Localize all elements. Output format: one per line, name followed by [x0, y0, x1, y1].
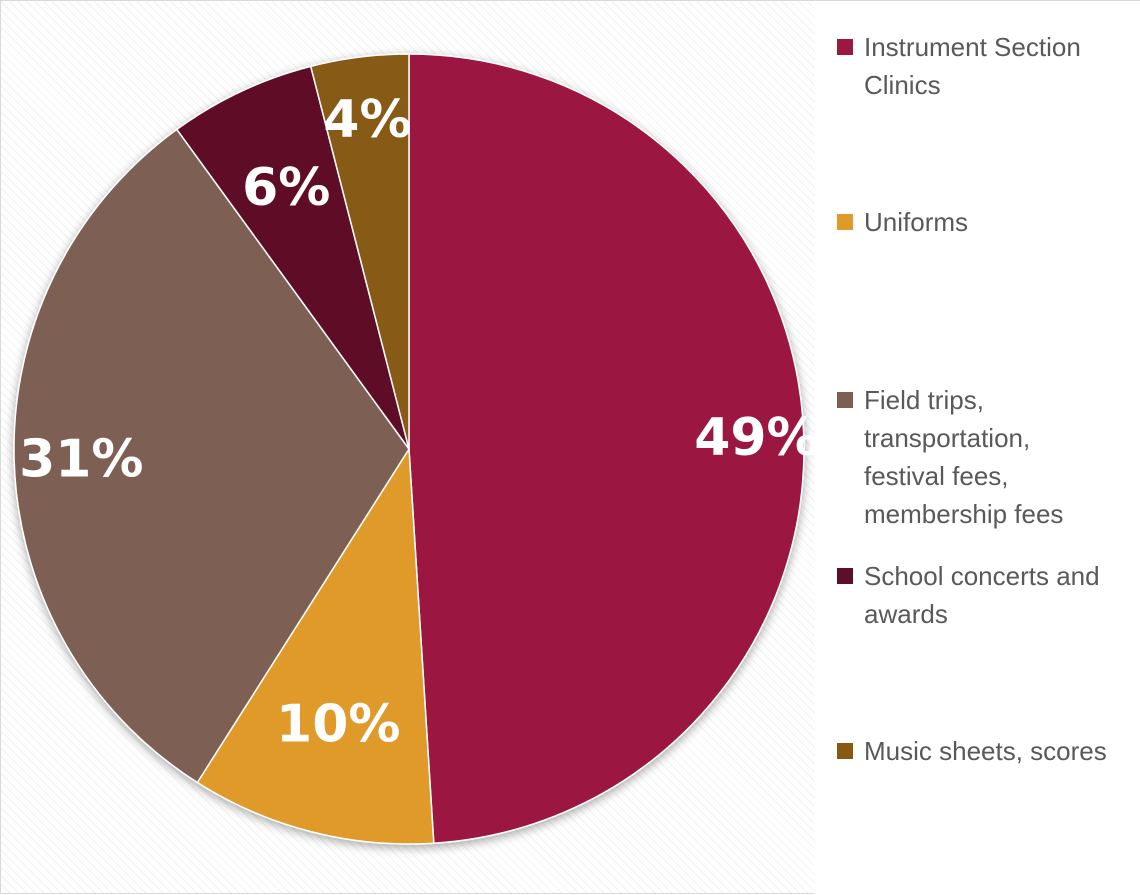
data-label-music-sheets-scores: 4%: [323, 90, 411, 150]
legend-swatch: [837, 39, 853, 55]
legend-item-school-concerts: School concerts and awards: [837, 557, 1137, 633]
legend-label: School concerts and awards: [864, 561, 1100, 629]
pie-slice-uniforms: [196, 446, 435, 845]
legend-label: Instrument Section Clinics: [864, 32, 1081, 100]
legend-swatch: [837, 568, 853, 584]
legend-swatch: [837, 214, 853, 230]
legend-swatch: [837, 392, 853, 408]
pie-slice-music-sheets-scores: [309, 53, 410, 450]
legend-item-instrument-section-clinics: Instrument Section Clinics: [837, 28, 1137, 104]
data-label-school-concerts-and-awards: 6%: [242, 158, 330, 218]
data-label-uniforms: 10%: [276, 694, 400, 754]
data-label-instrument-section-clinics: 49%: [694, 408, 818, 468]
legend-item-field-trips: Field trips, transportation, festival fe…: [837, 381, 1137, 533]
legend-item-music-sheets: Music sheets, scores: [837, 732, 1137, 770]
legend-swatch: [837, 743, 853, 759]
pie-slice-school-concerts-and-awards: [175, 65, 410, 450]
legend-label: Field trips, transportation, festival fe…: [864, 385, 1064, 529]
pie-slice-instrument-section-clinics: [408, 53, 805, 845]
legend: Instrument Section Clinics Uniforms Fiel…: [815, 1, 1140, 895]
legend-label: Uniforms: [864, 207, 969, 237]
legend-item-uniforms: Uniforms: [837, 203, 1137, 241]
pie-slice-field-trips-transportation-festival-fees-membership-fees: [13, 128, 410, 784]
data-label-field-trips-transportation-festival-fees-membership-fees: 31%: [19, 429, 143, 489]
legend-label: Music sheets, scores: [864, 736, 1107, 766]
